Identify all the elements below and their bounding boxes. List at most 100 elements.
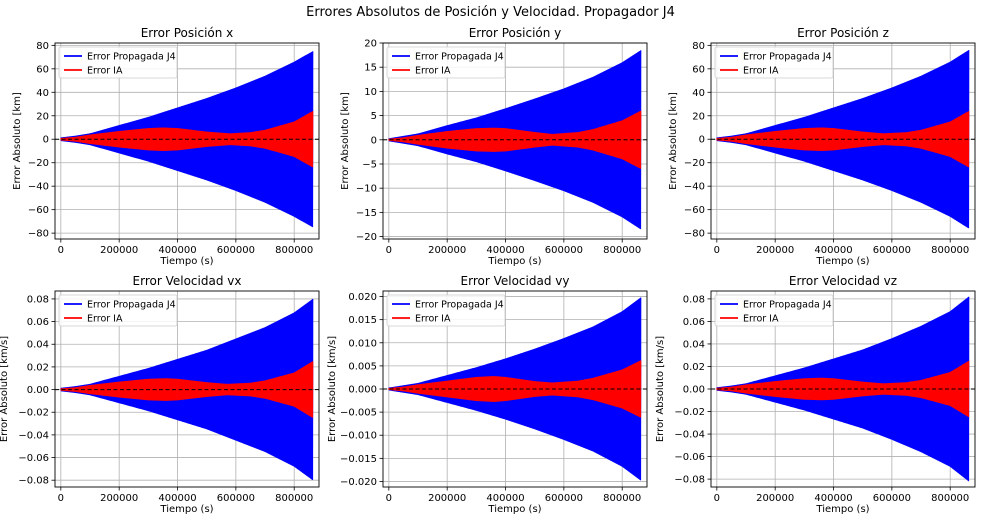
legend-label-propagated-j4: Error Propagada J4 <box>743 300 832 311</box>
subplot-title: Error Velocidad vz <box>789 274 897 288</box>
y-tick-label: 0.06 <box>27 317 49 328</box>
y-tick-label: −0.04 <box>18 430 49 441</box>
y-tick-label: 0.08 <box>27 294 49 305</box>
legend-label-ia: Error IA <box>743 66 779 77</box>
y-tick-label: −20 <box>684 158 705 169</box>
y-tick-label: −0.020 <box>340 477 377 488</box>
subplot-3: 0 200000 400000 600000 800000 −80 −60 −40 −20 0 20… <box>668 26 976 267</box>
x-tick-label: 800000 <box>275 245 313 256</box>
y-tick-label: 20 <box>36 111 49 122</box>
x-tick-label: 200000 <box>428 245 466 256</box>
y-tick-label: −0.015 <box>340 454 377 465</box>
x-tick-label: 600000 <box>217 493 255 504</box>
legend: Error Propagada J4 Error IA <box>386 46 506 79</box>
y-tick-label: 40 <box>692 88 705 99</box>
y-tick-label: −10 <box>356 184 377 195</box>
x-tick-label: 400000 <box>814 245 852 256</box>
subplot-2: 0 200000 400000 600000 800000 −20 −15 −10 −5 0 5 10… <box>340 26 648 267</box>
x-tick-label: 0 <box>386 493 392 504</box>
x-tick-label: 600000 <box>545 245 583 256</box>
y-tick-label: −20 <box>28 158 49 169</box>
x-tick-label: 200000 <box>100 493 138 504</box>
legend-box <box>386 46 506 79</box>
series-line-ia <box>716 360 970 418</box>
y-tick-label: 10 <box>364 87 377 98</box>
y-tick-label: 0.04 <box>27 340 49 351</box>
x-tick-label: 200000 <box>756 493 794 504</box>
legend-box <box>714 294 834 327</box>
x-tick-label: 200000 <box>100 245 138 256</box>
y-tick-label: 80 <box>692 41 705 52</box>
axes-frame <box>710 42 976 240</box>
subplot-5: 0 200000 400000 600000 800000 −0.020 −0.015 −0.… <box>327 274 648 515</box>
legend-label-ia: Error IA <box>415 66 451 77</box>
x-tick-label: 800000 <box>931 493 969 504</box>
legend: Error Propagada J4 Error IA <box>714 46 834 79</box>
x-tick-label: 800000 <box>603 245 641 256</box>
y-tick-label: 0 <box>699 135 705 146</box>
legend-label-ia: Error IA <box>87 314 123 325</box>
y-axis-label: Error Absoluto [km/s] <box>0 336 10 442</box>
y-tick-label: −0.02 <box>674 407 705 418</box>
subplot-4: 0 200000 400000 600000 800000 −0.08 −0.06 −0.04… <box>0 274 320 515</box>
legend-label-propagated-j4: Error Propagada J4 <box>87 52 176 63</box>
legend-label-ia: Error IA <box>743 314 779 325</box>
x-tick-label: 800000 <box>931 245 969 256</box>
y-tick-label: 0.00 <box>27 385 49 396</box>
legend: Error Propagada J4 Error IA <box>714 294 834 327</box>
x-tick-label: 800000 <box>603 493 641 504</box>
y-tick-label: 60 <box>692 64 705 75</box>
y-tick-label: 0 <box>43 135 49 146</box>
axes-frame <box>382 42 648 240</box>
x-axis-label: Tiempo (s) <box>487 504 541 515</box>
y-tick-label: −0.06 <box>674 452 705 463</box>
legend: Error Propagada J4 Error IA <box>58 294 178 327</box>
y-tick-label: −20 <box>356 232 377 243</box>
x-tick-label: 400000 <box>158 493 196 504</box>
x-tick-label: 0 <box>58 493 64 504</box>
subplot-title: Error Posición x <box>141 26 234 40</box>
y-tick-label: −5 <box>362 159 377 170</box>
y-tick-label: 0.000 <box>348 385 377 396</box>
y-tick-label: 20 <box>364 39 377 50</box>
y-tick-label: 0.020 <box>348 292 377 303</box>
y-tick-label: 0.005 <box>348 361 377 372</box>
subplot-title: Error Velocidad vx <box>133 274 242 288</box>
y-tick-label: −0.08 <box>674 475 705 486</box>
y-tick-label: 0.02 <box>683 362 705 373</box>
y-tick-label: 0.08 <box>683 294 705 305</box>
y-tick-label: 20 <box>692 111 705 122</box>
x-tick-label: 0 <box>386 245 392 256</box>
y-tick-label: 5 <box>371 111 377 122</box>
y-tick-label: −40 <box>684 182 705 193</box>
series-line-ia <box>60 111 314 168</box>
x-tick-label: 200000 <box>756 245 794 256</box>
series-line-ia <box>716 111 970 168</box>
subplot-title: Error Posición y <box>469 26 562 40</box>
legend-label-propagated-j4: Error Propagada J4 <box>415 300 504 311</box>
x-axis-label: Tiempo (s) <box>815 504 869 515</box>
x-tick-label: 600000 <box>545 493 583 504</box>
series-line-ia <box>60 361 314 418</box>
y-axis-label: Error Absoluto [km] <box>340 92 351 190</box>
legend-label-ia: Error IA <box>415 314 451 325</box>
subplot-title: Error Posición z <box>797 26 889 40</box>
y-axis-label: Error Absoluto [km] <box>668 92 679 190</box>
y-tick-label: 60 <box>36 64 49 75</box>
series-line-ia <box>388 360 642 418</box>
axes-frame <box>54 42 320 240</box>
legend-box <box>58 46 178 79</box>
y-tick-label: 0.015 <box>348 315 377 326</box>
y-tick-label: 0 <box>371 135 377 146</box>
x-tick-label: 0 <box>714 493 720 504</box>
legend-box <box>386 294 506 327</box>
y-axis-label: Error Absoluto [km/s] <box>327 336 338 442</box>
y-tick-label: 0.010 <box>348 338 377 349</box>
axes-frame <box>54 290 320 488</box>
y-tick-label: −0.010 <box>340 431 377 442</box>
legend-label-propagated-j4: Error Propagada J4 <box>743 52 832 63</box>
legend-label-ia: Error IA <box>87 66 123 77</box>
y-tick-label: −0.06 <box>18 453 49 464</box>
legend-label-propagated-j4: Error Propagada J4 <box>415 52 504 63</box>
subplot-6: 0 200000 400000 600000 800000 −0.08 −0.06 −0.04… <box>655 274 976 515</box>
